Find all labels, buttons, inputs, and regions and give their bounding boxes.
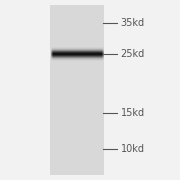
Text: 35kd: 35kd [121, 18, 145, 28]
Text: 25kd: 25kd [121, 49, 145, 59]
Text: 15kd: 15kd [121, 108, 145, 118]
Text: 10kd: 10kd [121, 144, 145, 154]
Bar [50, 5, 104, 175]
